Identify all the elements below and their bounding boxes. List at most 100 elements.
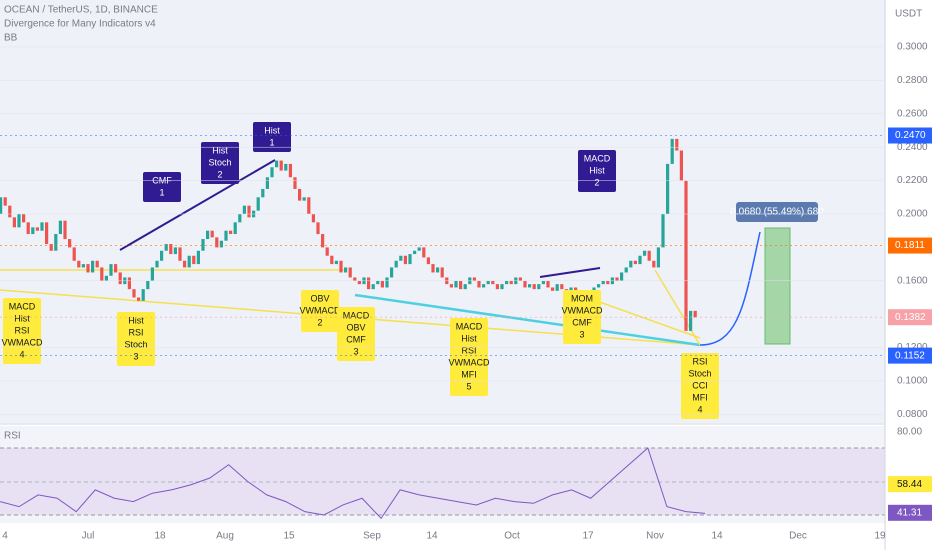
price-badge <box>888 309 932 326</box>
candle <box>656 247 660 268</box>
currency: USDT <box>895 9 922 20</box>
signal-text: RSI <box>692 356 707 366</box>
candle <box>620 272 624 281</box>
rsi-badge-label: 58.44 <box>897 479 922 490</box>
candle <box>132 289 136 298</box>
candle <box>109 264 113 276</box>
time-tick: 4 <box>2 531 8 542</box>
candle <box>224 230 228 241</box>
signal-text: VWMACD <box>2 337 43 347</box>
candle <box>275 160 279 168</box>
candle <box>238 214 242 223</box>
candle <box>12 217 16 228</box>
candle <box>114 264 118 273</box>
candle <box>3 197 7 206</box>
signal-text: CCI <box>692 380 708 390</box>
signal-text: RSI <box>128 327 143 337</box>
candle <box>219 240 223 248</box>
signal-text: OBV <box>310 293 329 303</box>
overlay: BB <box>4 33 18 44</box>
time-tick: Oct <box>504 531 520 542</box>
rsi-badge <box>888 504 932 521</box>
candle <box>440 267 444 278</box>
candle <box>367 277 371 290</box>
candle <box>390 267 394 278</box>
rsi-badge <box>888 476 932 493</box>
candle <box>330 255 334 265</box>
trendline <box>119 159 276 251</box>
candle <box>183 260 187 268</box>
candle <box>532 284 536 290</box>
signal-text: MOM <box>571 293 593 303</box>
time-tick: 14 <box>711 531 723 542</box>
signal-label <box>301 290 339 332</box>
signal-text: Hist <box>589 165 605 175</box>
signal-text: OBV <box>346 322 365 332</box>
candle <box>187 255 191 268</box>
candle <box>265 177 269 189</box>
candle <box>486 280 490 285</box>
candle <box>643 250 647 256</box>
signal-text: RSI <box>461 345 476 355</box>
candle <box>633 260 637 265</box>
signal-text: MACD <box>456 321 483 331</box>
candle <box>256 197 260 211</box>
signal-text: MACD <box>9 301 36 311</box>
candle <box>500 284 504 290</box>
candle <box>555 284 559 291</box>
candle <box>537 284 541 290</box>
signal-text: CMF <box>572 317 592 327</box>
candle <box>560 284 564 290</box>
candle <box>357 280 361 285</box>
time-tick: Jul <box>82 531 95 542</box>
candle <box>293 177 297 189</box>
candle <box>22 214 26 223</box>
candle <box>146 280 150 290</box>
candle <box>417 247 421 251</box>
candle <box>399 255 403 261</box>
candle <box>210 230 214 238</box>
signal-text: VWMACD <box>449 357 490 367</box>
signal-text: 2 <box>217 169 222 179</box>
candle <box>422 247 426 258</box>
candle <box>684 180 688 331</box>
signal-text: Hist <box>128 315 144 325</box>
candle <box>169 244 173 255</box>
candle <box>17 214 21 228</box>
candle <box>509 280 513 285</box>
candle <box>40 222 44 231</box>
signal-label <box>578 150 616 192</box>
price-badge-label: 0.1382 <box>895 312 926 323</box>
measure-box <box>764 227 791 345</box>
time-tick: Aug <box>216 531 234 542</box>
price-badge <box>888 237 932 254</box>
candle <box>528 284 532 288</box>
time-tick: Sep <box>363 531 381 542</box>
candle <box>661 214 665 248</box>
candle <box>523 280 527 288</box>
candle <box>192 255 196 265</box>
candle <box>298 188 302 201</box>
candle <box>344 267 348 273</box>
candle <box>100 267 104 281</box>
candle <box>247 205 251 218</box>
candle <box>201 239 205 251</box>
candle <box>81 264 85 268</box>
candle <box>339 260 343 273</box>
time-tick: 14 <box>426 531 438 542</box>
candle <box>173 247 177 255</box>
candle <box>666 163 670 214</box>
candle <box>68 239 72 248</box>
rsi-top: 80.00 <box>897 427 922 438</box>
price-badge-label: 0.2470 <box>895 130 926 141</box>
price-badge <box>888 347 932 364</box>
candle <box>574 287 578 291</box>
time-tick: 19 <box>874 531 886 542</box>
candle <box>675 138 679 151</box>
candle <box>242 205 246 214</box>
signal-text: Hist <box>461 333 477 343</box>
candle <box>454 280 458 288</box>
candle <box>413 250 417 255</box>
price-tick: 0.2200 <box>897 175 928 186</box>
signal-text: Stoch <box>124 339 147 349</box>
